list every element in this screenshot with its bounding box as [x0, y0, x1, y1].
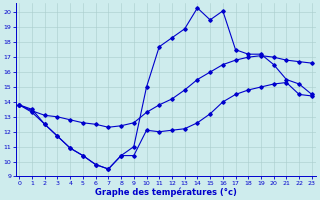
X-axis label: Graphe des températures (°c): Graphe des températures (°c) [95, 187, 236, 197]
